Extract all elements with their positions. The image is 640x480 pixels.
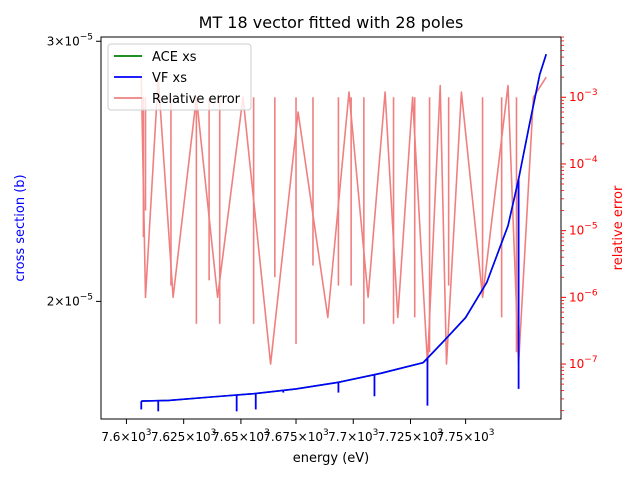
y-right-tick-label: 10−3: [569, 88, 598, 104]
y-axis-left-label: cross section (b): [13, 174, 28, 281]
x-tick-label: 7.6×103: [101, 428, 151, 444]
y-axis-left: 3×10−5 2×10−5: [47, 32, 101, 308]
x-tick-label: 7.7×103: [328, 428, 378, 444]
y-right-tick-label: 10−5: [569, 222, 598, 238]
vf-xs-line: [141, 53, 547, 402]
legend-label-vf: VF xs: [152, 71, 187, 86]
y-left-tick-label: 3×10−5: [47, 32, 93, 48]
legend: ACE xs VF xs Relative error: [107, 43, 252, 111]
y-axis-right-label: relative error: [611, 185, 626, 270]
plot-area: [140, 53, 547, 412]
legend-label-error: Relative error: [152, 92, 241, 107]
y-right-tick-label: 10−6: [569, 288, 598, 304]
chart-title: MT 18 vector fitted with 28 poles: [199, 13, 464, 32]
y-right-tick-label: 10−4: [569, 155, 598, 171]
legend-box: [107, 43, 252, 111]
relative-error-line: [140, 76, 547, 365]
y-right-tick-label: 10−7: [569, 355, 598, 371]
x-tick-label: 7.625×103: [151, 428, 216, 444]
y-left-tick-label: 2×10−5: [47, 292, 93, 308]
x-tick-label: 7.725×103: [378, 428, 443, 444]
x-axis-label: energy (eV): [293, 451, 369, 466]
x-tick-label: 7.65×103: [212, 428, 270, 444]
y-axis-right: 10−7 10−6 10−5 10−4 10−3: [561, 36, 598, 412]
legend-label-ace: ACE xs: [152, 50, 197, 65]
x-tick-label: 7.75×103: [437, 428, 495, 444]
x-tick-label: 7.675×103: [263, 428, 328, 444]
plot-frame: [100, 36, 562, 420]
